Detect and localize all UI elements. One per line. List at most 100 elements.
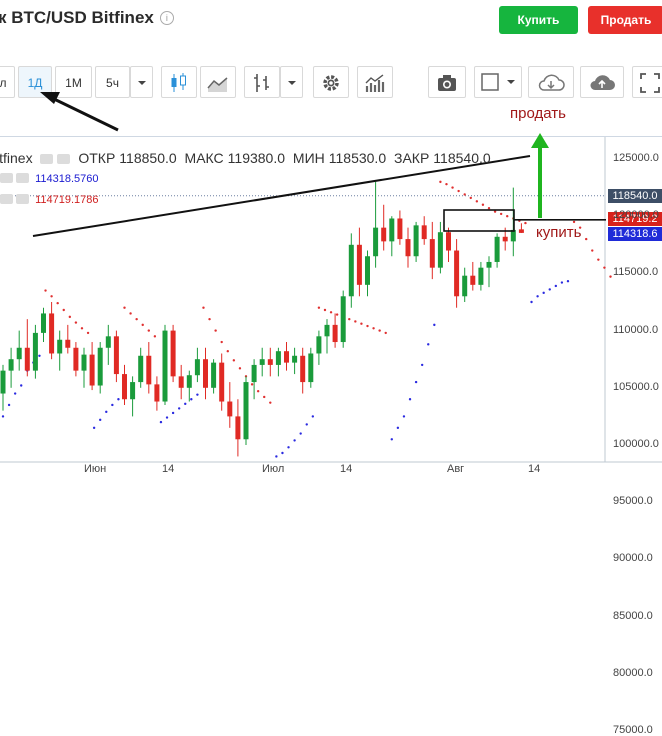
candle [356,227,362,297]
candle-body [340,296,346,343]
candle [316,330,322,365]
interval-1m-button[interactable]: 1М [55,66,92,98]
candle-body [146,355,152,385]
candle [57,330,63,371]
candle [454,239,460,308]
psar-dot-blue [427,343,430,346]
fullscreen-button[interactable] [632,66,662,98]
candle [81,347,87,388]
interval-button-partial[interactable]: л [0,66,15,98]
psar-red-tag: 114719.2 [608,212,662,226]
psar-dot-red [603,266,606,269]
psar-dot-blue [305,423,308,426]
bars-button[interactable] [244,66,280,98]
chart-toolbar: л 1Д 1М 5ч [0,64,662,100]
eye-icon[interactable] [0,173,13,183]
psar-dot-red [141,323,144,327]
psar-dot-red [469,196,472,200]
psar-dot-red [214,329,217,332]
psar-dot-blue [111,403,114,407]
psar-dot-red [585,237,588,241]
psar-dot-red [335,313,339,316]
psar-dot-red [220,340,223,344]
psar-dot-blue [554,284,558,288]
x-tick-label: 14 [162,463,175,475]
psar-dot-red [451,186,454,189]
info-icon[interactable]: i [159,11,174,25]
screenshot-button[interactable] [428,66,466,98]
psar-dot-blue [177,407,181,410]
candle [89,342,95,391]
psar-dot-blue [171,411,175,415]
candle [389,216,395,257]
candle-body [0,370,6,394]
save-layout-button[interactable] [528,66,574,98]
color-square-icon [481,73,515,91]
page-title: к BTC/USD Bitfinex i [0,8,174,28]
candle [381,204,387,251]
sell-button[interactable]: Продать [588,6,662,34]
candle [219,353,225,411]
candle [122,364,127,405]
studies-button[interactable] [357,66,393,98]
color-picker-button[interactable] [474,66,522,98]
buy-annotation: купить [536,224,582,241]
interval-5h-button[interactable]: 5ч [95,66,130,98]
psar-dot-red [378,329,381,332]
candles-button[interactable] [161,66,197,98]
candle-body [381,227,387,242]
candle-body [275,351,281,365]
candle [130,376,136,417]
candle-body [437,232,443,268]
psar-dot-blue [548,288,551,291]
candle-body [219,362,225,402]
psar-dot-red [208,317,211,321]
candle [41,307,46,343]
candle [105,324,111,365]
candle [300,347,306,394]
psar-dot-blue [1,415,5,418]
candle-body [243,382,249,440]
last-price-tag: 118540.0 [608,189,662,203]
candles-icon [171,73,186,92]
settings-mini-icon[interactable] [16,194,29,204]
psar-dot-red [609,275,612,278]
area-chart-button[interactable] [200,66,236,98]
eye-icon[interactable] [40,154,54,164]
candle-body [470,275,476,285]
candle [138,347,144,388]
candle [292,347,298,375]
interval-1d-button[interactable]: 1Д [18,66,52,98]
psar-dot-red [487,206,491,210]
psar-dot-blue [560,281,564,284]
psar-dot-red [372,327,375,330]
eye-icon[interactable] [0,194,13,204]
settings-mini-icon[interactable] [16,173,29,183]
candle [332,313,338,348]
chart-area[interactable] [0,136,662,484]
candle [365,250,370,297]
area-chart-icon [207,77,228,92]
psar-dot-red [129,312,132,315]
candle-body [178,376,184,388]
psar-dot-blue [196,393,199,396]
interval-dropdown[interactable] [130,66,153,98]
candle [97,342,103,394]
load-layout-button[interactable] [580,66,624,98]
y-tick-label: 110000.0 [613,323,659,336]
psar-dot-red [147,329,150,332]
pointer-arrowhead [40,92,60,104]
candle [486,256,492,288]
candle [194,347,200,383]
buy-button[interactable]: Купить [499,6,578,34]
psar-dot-red [250,383,254,386]
candle-body [454,250,460,297]
bars-icon [254,74,269,92]
candle-body [81,354,87,371]
settings-button[interactable] [313,66,349,98]
candle [154,376,160,411]
chart-type-dropdown[interactable] [280,66,303,98]
settings-mini-icon[interactable] [57,154,71,164]
pointer-arrow-line [51,96,119,132]
candle [227,382,233,428]
